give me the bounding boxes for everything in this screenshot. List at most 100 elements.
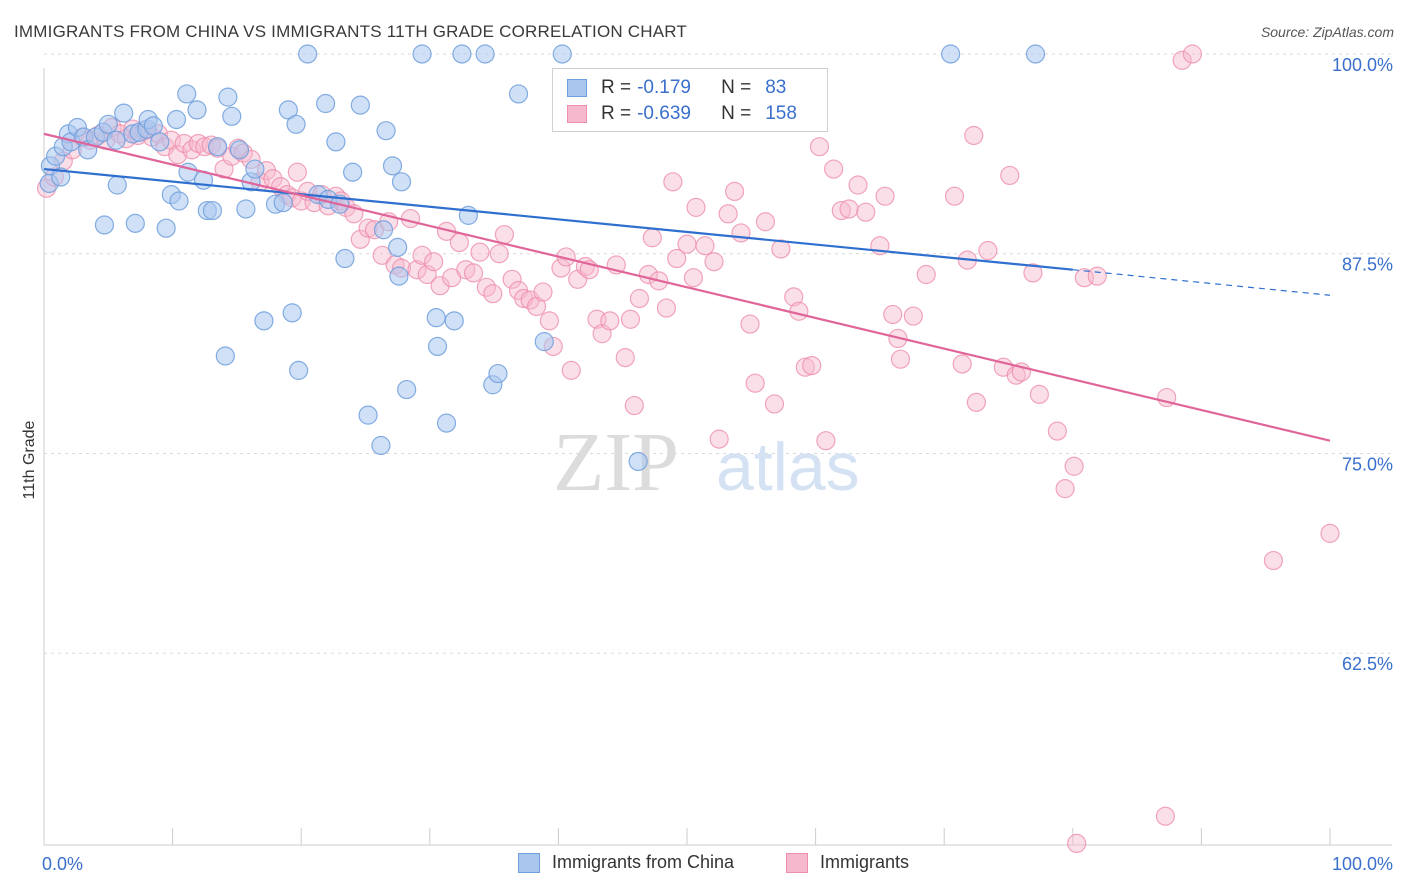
immigrants-point xyxy=(430,276,450,296)
legend-label-china: Immigrants from China xyxy=(552,852,735,872)
immigrants-point xyxy=(952,354,972,374)
immigrants-point xyxy=(1182,44,1202,64)
immigrants-point xyxy=(424,252,444,272)
immigrants-point xyxy=(624,395,644,416)
china-point xyxy=(412,44,432,64)
china-point xyxy=(273,192,293,213)
stats-box: R = -0.179 N = 83 R = -0.639 N = 158 xyxy=(552,68,828,132)
legend-item-immigrants[interactable]: Immigrants xyxy=(786,852,909,873)
legend-swatch-blue xyxy=(518,852,540,873)
immigrants-point xyxy=(502,269,522,289)
immigrants-point xyxy=(686,197,706,217)
immigrants-point xyxy=(916,264,936,285)
china-trend-line xyxy=(43,167,1073,271)
y-tick-label: 62.5% xyxy=(1342,654,1393,674)
immigrants-point xyxy=(168,145,188,165)
immigrants-point xyxy=(771,239,791,259)
x-tick-label: 0.0% xyxy=(42,854,83,874)
china-point xyxy=(218,87,238,107)
immigrants-point xyxy=(740,314,760,334)
immigrants-point xyxy=(663,172,683,192)
china-trend-extension xyxy=(1072,269,1331,296)
immigrants-point xyxy=(600,311,620,331)
china-point xyxy=(326,132,346,152)
immigrants-point xyxy=(372,245,392,265)
china-point xyxy=(98,114,118,134)
immigrants-point xyxy=(695,236,715,256)
immigrants-point xyxy=(764,394,785,414)
china-point xyxy=(143,116,163,136)
china-point xyxy=(106,130,126,150)
china-point xyxy=(208,137,228,157)
china-point xyxy=(488,363,508,384)
china-point xyxy=(389,266,409,286)
chart-title: IMMIGRANTS FROM CHINA VS IMMIGRANTS 11TH… xyxy=(14,22,688,41)
trend-lines xyxy=(43,132,1331,442)
immigrants-point xyxy=(755,212,776,232)
immigrants-point xyxy=(533,282,553,302)
immigrants-point xyxy=(677,234,697,254)
china-point xyxy=(156,218,176,238)
immigrants-point xyxy=(1155,806,1175,826)
r-label-blue: R = xyxy=(601,77,632,98)
china-point xyxy=(350,95,370,115)
immigrants-point xyxy=(1172,50,1192,70)
x-tick-label: 100.0% xyxy=(1332,854,1393,874)
china-point xyxy=(373,220,394,240)
immigrants-point xyxy=(174,133,194,154)
immigrants-point xyxy=(856,202,876,222)
china-point xyxy=(169,191,189,211)
immigrants-point xyxy=(539,311,559,331)
china-point xyxy=(534,332,554,352)
china-point xyxy=(222,106,242,126)
immigrants-point xyxy=(890,349,911,369)
immigrants-point xyxy=(731,223,751,243)
china-point xyxy=(114,103,134,123)
china-point xyxy=(150,132,170,152)
stats-row-blue: R = -0.179 N = 83 xyxy=(567,75,786,101)
immigrants-point xyxy=(615,348,635,368)
immigrants-point xyxy=(483,284,503,304)
china-point xyxy=(94,215,115,235)
immigrants-point xyxy=(883,304,903,325)
china-point xyxy=(358,405,378,425)
immigrants-point xyxy=(400,208,421,229)
china-point xyxy=(245,159,265,179)
china-point xyxy=(427,336,448,357)
n-label-blue: N = xyxy=(721,77,752,98)
r-value-blue: -0.179 xyxy=(637,77,691,98)
immigrants-point xyxy=(350,229,370,249)
immigrants-point xyxy=(789,301,809,321)
immigrants-point xyxy=(407,260,427,280)
n-value-blue: 83 xyxy=(765,77,787,98)
watermark-zip: ZIP xyxy=(553,416,679,509)
immigrants-point xyxy=(966,392,986,412)
immigrants-point xyxy=(824,159,844,179)
source-label: Source: ZipAtlas.com xyxy=(1260,24,1394,40)
china-point xyxy=(508,84,529,104)
immigrants-point xyxy=(816,431,836,451)
y-tick-label: 75.0% xyxy=(1342,454,1393,474)
immigrants-point xyxy=(683,268,704,288)
china-point xyxy=(397,379,417,400)
china-point xyxy=(343,162,363,182)
immigrants-point xyxy=(1023,263,1043,283)
china-point xyxy=(286,114,306,134)
legend-item-china[interactable]: Immigrants from China xyxy=(518,852,734,873)
stats-row-pink: R = -0.639 N = 158 xyxy=(567,101,797,127)
immigrants-point xyxy=(287,162,307,182)
immigrants-point xyxy=(978,240,998,261)
immigrants-point xyxy=(875,186,895,206)
legend-label-immigrants: Immigrants xyxy=(820,852,910,872)
immigrants-point xyxy=(456,260,476,280)
immigrants-trend-line xyxy=(43,132,1331,442)
watermark-atlas: atlas xyxy=(716,429,860,505)
swatch-pink xyxy=(567,105,587,123)
immigrants-point xyxy=(1263,550,1284,571)
china-point xyxy=(628,451,648,472)
china-point xyxy=(215,346,235,366)
axes xyxy=(43,68,1392,846)
china-point xyxy=(229,140,250,160)
immigrants-point xyxy=(839,199,859,219)
